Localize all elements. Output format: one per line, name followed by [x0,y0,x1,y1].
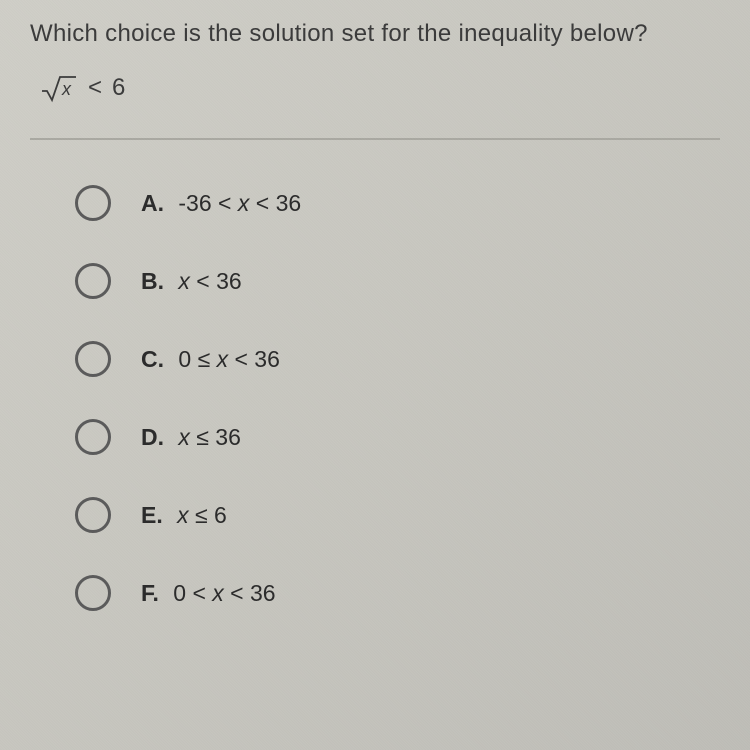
choice-e-content: E. x ≤ 6 [141,502,227,529]
radio-f[interactable] [75,575,111,611]
choice-d-expr: x ≤ 36 [172,424,241,451]
choice-b-expr: x < 36 [172,268,242,295]
choice-f-letter: F. [141,580,159,607]
radio-d[interactable] [75,419,111,455]
radio-c[interactable] [75,341,111,377]
inequality-operator: < [88,74,102,102]
inequality-rhs: 6 [112,74,125,102]
choice-a: A. -36 < x < 36 [75,185,720,221]
inequality-expression: x < 6 [40,73,720,103]
choice-b-content: B. x < 36 [141,268,242,295]
choice-e: E. x ≤ 6 [75,497,720,533]
choice-c-letter: C. [141,346,164,373]
choice-e-letter: E. [141,502,163,529]
question-prompt: Which choice is the solution set for the… [30,20,720,48]
radio-a[interactable] [75,185,111,221]
choice-b-letter: B. [141,268,164,295]
choice-c: C. 0 ≤ x < 36 [75,341,720,377]
choice-c-content: C. 0 ≤ x < 36 [141,346,280,373]
choice-f: F. 0 < x < 36 [75,575,720,611]
choice-d: D. x ≤ 36 [75,419,720,455]
sqrt-variable: x [61,79,72,99]
choice-a-letter: A. [141,190,164,217]
section-divider [30,138,720,140]
choice-e-expr: x ≤ 6 [171,502,227,529]
choice-b: B. x < 36 [75,263,720,299]
choice-f-content: F. 0 < x < 36 [141,580,276,607]
choice-d-letter: D. [141,424,164,451]
sqrt-icon: x [40,73,78,103]
choice-a-content: A. -36 < x < 36 [141,190,301,217]
choice-c-expr: 0 ≤ x < 36 [172,346,280,373]
choices-list: A. -36 < x < 36 B. x < 36 C. 0 ≤ x < 36 … [30,185,720,611]
choice-a-expr: -36 < x < 36 [172,190,301,217]
radio-b[interactable] [75,263,111,299]
choice-f-expr: 0 < x < 36 [167,580,276,607]
choice-d-content: D. x ≤ 36 [141,424,241,451]
radio-e[interactable] [75,497,111,533]
